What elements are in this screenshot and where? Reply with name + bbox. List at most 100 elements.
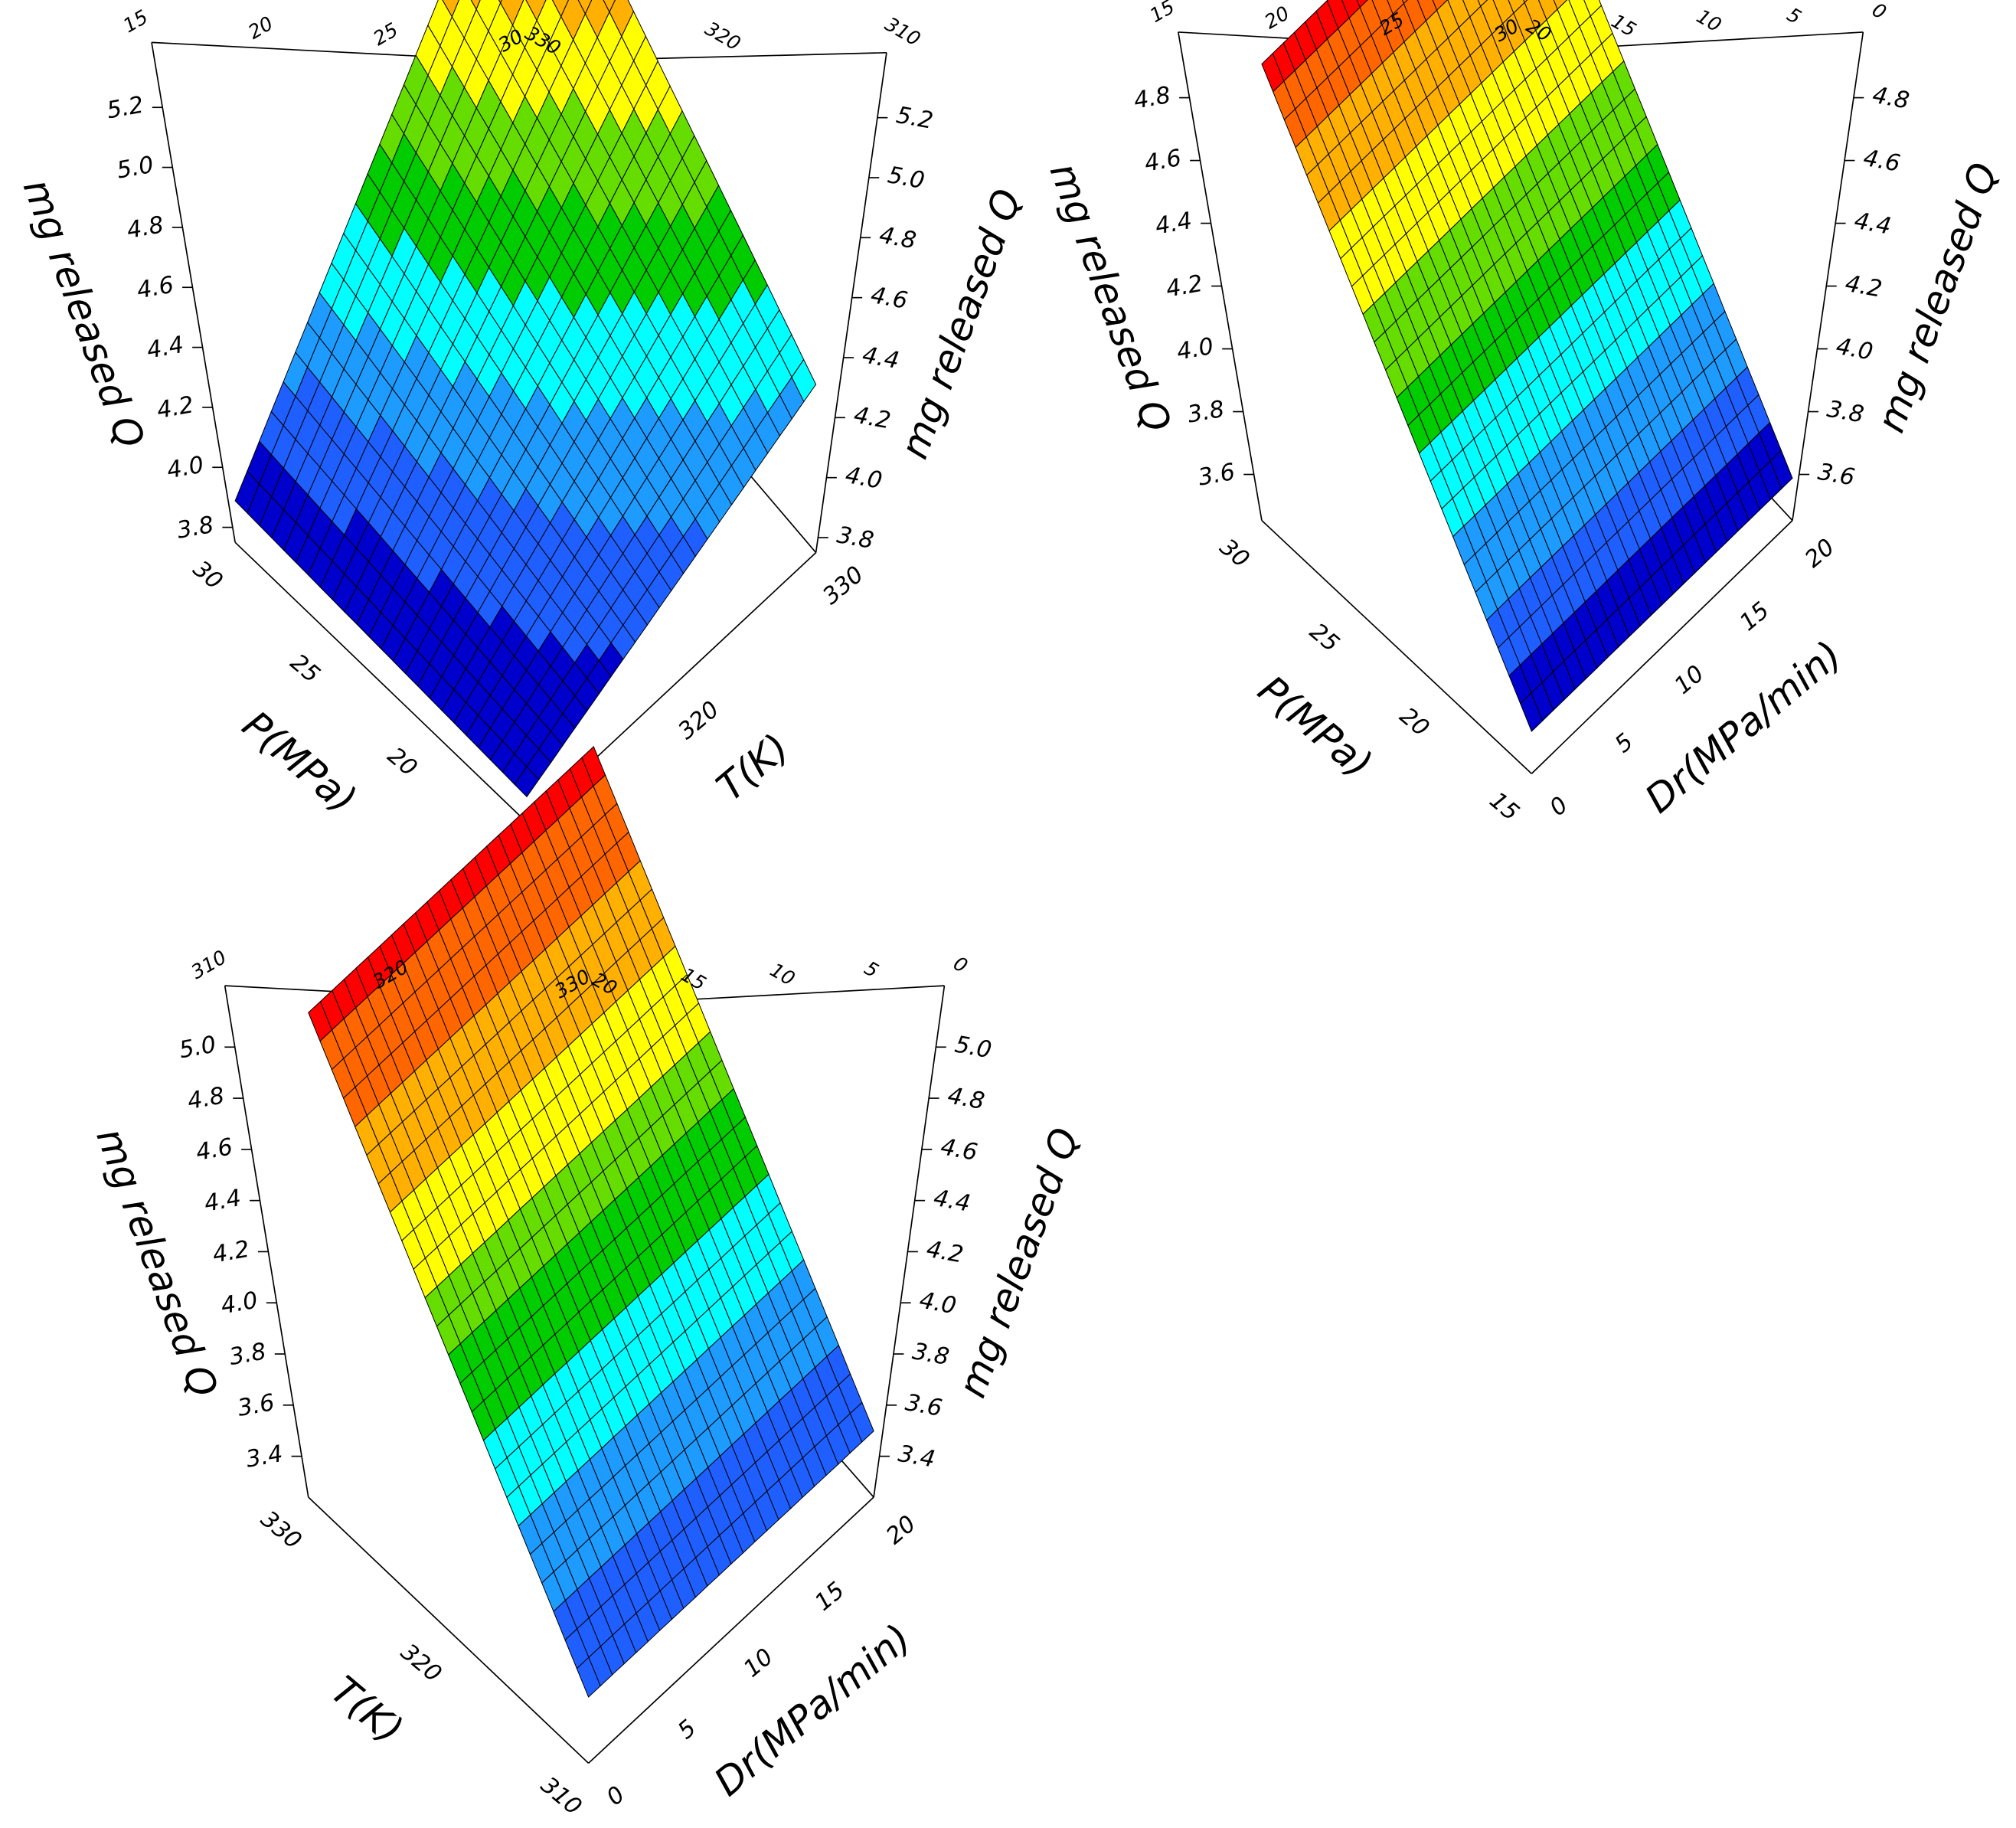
z-tick-label-right: 3.8 — [1825, 396, 1866, 429]
z-axis-label-right: mg released Q — [1867, 157, 2007, 438]
z-tick-label-right: 5.0 — [886, 162, 926, 195]
x-axis-label: P(MPa) — [234, 702, 365, 822]
z-tick-label-right: 4.0 — [917, 1287, 958, 1320]
y-tick-label-back: 5 — [861, 957, 882, 982]
z-tick-label-left: 3.6 — [236, 1389, 276, 1422]
z-tick-label-left: 3.6 — [1196, 459, 1237, 492]
z-tick-label-right: 4.4 — [1852, 208, 1893, 240]
z-tick-label-right: 4.2 — [924, 1236, 965, 1269]
z-tick-label-right: 4.4 — [932, 1185, 972, 1218]
x-tick-label-back: 20 — [1261, 2, 1293, 33]
y-tick-label-back: 320 — [701, 18, 744, 55]
z-tick-label-left: 4.4 — [202, 1185, 243, 1218]
z-tick-label-right: 4.2 — [851, 402, 892, 435]
z-tick-label-left: 4.4 — [1153, 208, 1194, 240]
z-tick-label-right: 3.8 — [910, 1338, 951, 1371]
floor-edge-right — [1531, 520, 1793, 774]
y-tick-label: 5 — [673, 1715, 701, 1745]
z-tick-label-right: 3.8 — [835, 522, 875, 554]
z-tick-label-right: 4.0 — [1834, 333, 1874, 366]
z-tick-label-left: 5.2 — [105, 92, 145, 125]
z-axis-label-left: mg released Q — [1041, 157, 1181, 438]
z-edge-right — [1792, 31, 1864, 521]
z-tick-label-left: 4.2 — [211, 1236, 251, 1269]
y-axis-label: Dr(MPa/min) — [1636, 632, 1850, 822]
y-tick-label: 5 — [1610, 728, 1639, 758]
surface-cell — [1520, 692, 1544, 732]
y-tick-label-back: 0 — [949, 952, 971, 977]
floor-edge-left — [234, 541, 528, 823]
y-tick-label-back: 310 — [881, 13, 924, 51]
z-tick-label-left: 4.0 — [165, 452, 205, 485]
z-tick-label-left: 4.6 — [135, 272, 175, 305]
y-tick-label-back: 10 — [1693, 5, 1725, 36]
x-tick-label-back: 15 — [119, 5, 152, 37]
y-tick-label-back: 10 — [766, 959, 799, 990]
surface — [1261, 0, 1793, 732]
z-tick-label-left: 5.0 — [177, 1032, 217, 1064]
z-tick-label-left: 4.0 — [1175, 333, 1215, 366]
z-axis-label-right: mg released Q — [891, 183, 1031, 464]
y-tick-label-back: 0 — [1868, 0, 1890, 24]
y-tick-label-back: 5 — [1783, 3, 1805, 28]
x-axis-label: P(MPa) — [1250, 666, 1380, 786]
x-tick-label-back: 25 — [370, 18, 402, 50]
z-tick-label-right: 4.0 — [843, 462, 884, 495]
z-tick-label-left: 4.8 — [185, 1082, 226, 1115]
x-tick-label: 320 — [396, 1639, 447, 1688]
surface-cell — [577, 0, 593, 15]
x-tick-label: 310 — [535, 1772, 587, 1821]
z-tick-label-left: 3.8 — [1185, 396, 1226, 429]
y-axis-label: Dr(MPa/min) — [705, 1615, 919, 1805]
z-tick-label-left: 4.0 — [219, 1287, 260, 1320]
z-tick-label-right: 4.6 — [939, 1133, 979, 1166]
y-tick-label: 330 — [818, 561, 869, 610]
surface-cell — [603, 0, 616, 13]
z-edge-left — [151, 42, 236, 543]
floor-edge-left — [1261, 520, 1532, 774]
z-tick-label-left: 5.0 — [115, 152, 155, 185]
x-tick-label: 20 — [1394, 702, 1434, 742]
z-tick-label-right: 3.6 — [903, 1389, 944, 1422]
x-tick-label: 330 — [256, 1506, 307, 1555]
z-tick-label-left: 4.8 — [1132, 82, 1172, 115]
surface-cell — [514, 766, 540, 798]
z-tick-label-left: 4.6 — [194, 1133, 234, 1166]
surface — [308, 745, 874, 1698]
surface-plot-p-t: 15202530P(MPa)15202530310320330T(K)31032… — [15, 0, 1031, 880]
y-axis-label: T(K) — [708, 724, 798, 809]
z-tick-label-left: 4.6 — [1142, 145, 1183, 178]
surface-cell — [470, 0, 481, 11]
z-tick-label-left: 4.4 — [145, 332, 185, 365]
z-tick-label-left: 3.8 — [175, 512, 216, 544]
z-edge-right — [873, 986, 946, 1498]
z-edge-left — [224, 985, 309, 1498]
z-tick-label-right: 4.6 — [869, 282, 910, 315]
z-edge-right — [815, 52, 887, 553]
x-tick-label: 30 — [1214, 534, 1254, 574]
z-tick-label-right: 4.8 — [877, 222, 918, 255]
y-tick-label: 0 — [602, 1781, 630, 1811]
z-tick-label-left: 3.8 — [227, 1338, 268, 1371]
floor-edge-right — [588, 1496, 874, 1764]
surface — [234, 0, 817, 798]
x-tick-label-back: 310 — [188, 946, 230, 983]
surface-cell — [576, 1656, 601, 1698]
z-tick-label-left: 4.2 — [1164, 270, 1204, 303]
y-tick-label: 0 — [1545, 792, 1573, 822]
floor-edge-left — [308, 1496, 590, 1764]
x-tick-label: 20 — [382, 742, 422, 782]
z-tick-label-right: 5.2 — [894, 102, 935, 135]
x-tick-label: 15 — [1485, 787, 1524, 827]
z-axis-label-left: mg released Q — [15, 173, 154, 454]
x-tick-label: 30 — [188, 555, 227, 595]
z-tick-label-left: 4.2 — [155, 391, 195, 424]
x-axis-label: T(K) — [322, 1667, 412, 1752]
y-tick-label: 320 — [673, 696, 724, 745]
z-tick-label-left: 4.8 — [125, 211, 165, 244]
y-tick-label: 20 — [881, 1510, 921, 1550]
z-tick-label-right: 4.6 — [1861, 145, 1902, 178]
